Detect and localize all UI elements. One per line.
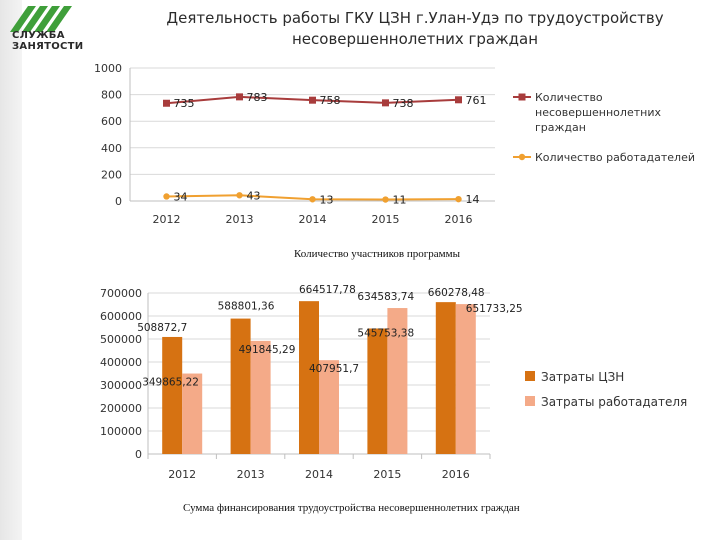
bar-data-label: 664517,78 [299, 284, 356, 296]
title-line-1: Деятельность работы ГКУ ЦЗН г.Улан-Удэ п… [166, 9, 664, 27]
bar-x-tick-label: 2014 [305, 468, 333, 481]
service-logo: СЛУЖБА ЗАНЯТОСТИ [4, 4, 100, 64]
series-2-marker [455, 195, 462, 203]
line-data-label: 738 [393, 97, 414, 110]
legend-1-label: Количество несовершеннолетних граждан [535, 91, 661, 134]
bar-x-tick-label: 2015 [373, 468, 401, 481]
bar-y-tick-label: 700000 [100, 287, 142, 300]
bar-series-1 [230, 318, 251, 454]
series-1-marker [309, 96, 316, 104]
bar-series-2 [319, 360, 339, 454]
bar-y-tick-label: 100000 [100, 425, 142, 438]
line-chart-caption: Количество участников программы [294, 248, 460, 260]
line-x-tick-label: 2013 [226, 213, 254, 226]
series-1-marker [236, 93, 243, 101]
series-2-marker [236, 192, 243, 199]
bar-data-label: 349865,22 [142, 377, 199, 389]
bar-series-1 [367, 328, 388, 454]
line-data-label: 43 [247, 189, 261, 202]
line-y-tick-label: 800 [101, 89, 122, 102]
line-data-label: 761 [466, 94, 487, 107]
legend-2-label: Количество работадателей [535, 151, 695, 164]
bar-series-1 [299, 301, 319, 454]
line-data-label: 14 [466, 193, 480, 206]
bar-y-tick-label: 200000 [100, 402, 142, 415]
bar-data-label: 545753,38 [357, 327, 414, 339]
page-title: Деятельность работы ГКУ ЦЗН г.Улан-Удэ п… [120, 8, 710, 50]
series-2-marker [382, 196, 389, 203]
line-y-tick-label: 600 [101, 115, 122, 128]
line-data-label: 783 [247, 91, 268, 104]
line-data-label: 34 [174, 190, 188, 203]
series-1-marker [163, 99, 170, 107]
bar-x-tick-label: 2016 [442, 468, 470, 481]
title-line-2: несовершеннолетних граждан [291, 30, 539, 48]
participants-line-chart: 0 200 400 600 800 1000 2012 2013 2014 2015 2016 735… [94, 62, 695, 226]
left-decorative-band [0, 0, 22, 540]
bar-series-2 [182, 373, 203, 454]
line-data-label: 758 [320, 94, 341, 107]
bar-data-label: 660278,48 [428, 287, 485, 299]
series-1-marker [455, 96, 462, 104]
line-x-tick-label: 2012 [153, 213, 181, 226]
bar-x-tick-label: 2013 [237, 468, 265, 481]
line-y-tick-label: 200 [101, 168, 122, 181]
bar-y-tick-label: 500000 [100, 333, 142, 346]
bar-y-tick-label: 400000 [100, 356, 142, 369]
series-2-marker [163, 193, 170, 200]
logo-mark-icon [10, 6, 72, 32]
legend-1-marker [518, 93, 526, 101]
legend-bar-2-swatch [525, 396, 535, 406]
line-x-tick-label: 2014 [299, 213, 327, 226]
bar-y-tick-label: 300000 [100, 379, 142, 392]
legend-bar-1-label: Затраты ЦЗН [541, 370, 624, 384]
bar-data-label: 508872,7 [137, 322, 187, 334]
legend-2-marker [518, 153, 526, 161]
series-1-marker [382, 99, 389, 107]
line-y-tick-label: 1000 [94, 62, 122, 75]
bar-chart-caption: Сумма финансирования трудоустройства нес… [183, 502, 520, 514]
bar-series-1 [162, 336, 183, 454]
legend-bar-2-label: Затраты работадателя [541, 395, 687, 409]
line-y-tick-label: 0 [115, 195, 122, 208]
bar-series-2 [250, 340, 271, 454]
bar-series-2 [387, 308, 408, 454]
line-y-tick-label: 400 [101, 142, 122, 155]
line-data-label: 13 [320, 193, 334, 206]
bar-data-label: 588801,36 [218, 301, 275, 313]
financing-bar-chart: 0 100000 200000 300000 400000 500000 600000 700… [100, 284, 687, 481]
bar-data-label: 651733,25 [466, 303, 523, 315]
logo-line-1: СЛУЖБА [12, 30, 65, 41]
bar-series-1 [435, 302, 456, 454]
logo-line-2: ЗАНЯТОСТИ [12, 41, 84, 52]
line-x-tick-label: 2015 [372, 213, 400, 226]
bar-y-tick-label: 600000 [100, 310, 142, 323]
bar-data-label: 491845,29 [239, 344, 296, 356]
bar-data-label: 634583,74 [357, 291, 414, 303]
bar-x-tick-label: 2012 [168, 468, 196, 481]
line-data-label: 11 [393, 194, 407, 207]
line-x-tick-label: 2016 [445, 213, 473, 226]
bar-series-2 [455, 304, 476, 454]
legend-bar-1-swatch [525, 371, 535, 381]
bar-y-tick-label: 0 [135, 448, 142, 461]
bar-data-label: 407951,7 [309, 363, 359, 375]
series-2-marker [309, 196, 316, 203]
line-data-label: 735 [174, 97, 195, 110]
logo-text: СЛУЖБА ЗАНЯТОСТИ [12, 30, 83, 52]
